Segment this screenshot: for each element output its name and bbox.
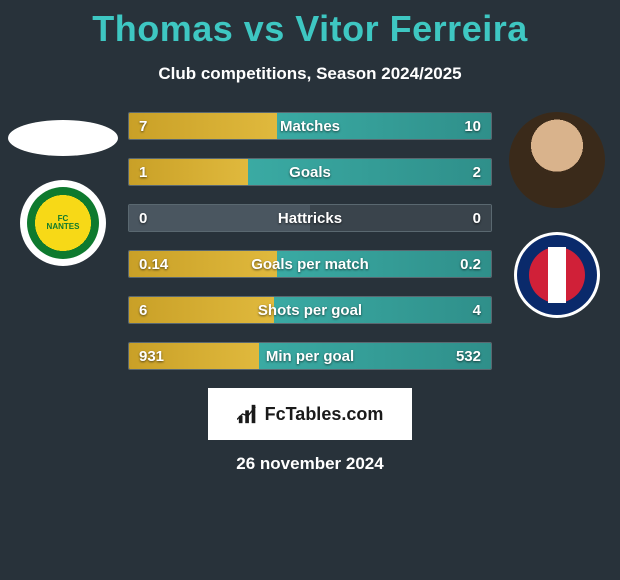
- stat-row: 931532Min per goal: [128, 342, 492, 370]
- stat-label: Min per goal: [129, 343, 491, 369]
- player-left-avatar: [8, 120, 118, 156]
- player-left-club-badge: FCNANTES: [20, 180, 106, 266]
- psg-badge-icon: [517, 235, 597, 315]
- stat-row: 710Matches: [128, 112, 492, 140]
- stat-label: Shots per goal: [129, 297, 491, 323]
- player-left-column: FCNANTES: [8, 112, 118, 266]
- page-title: Thomas vs Vitor Ferreira: [0, 0, 620, 50]
- stats-bars: 710Matches 12Goals 00Hattricks 0.140.2Goals…: [128, 112, 492, 370]
- comparison-content: FCNANTES 710Matches 12Goals 00Hattricks 0.1…: [0, 112, 620, 370]
- chart-icon: [237, 403, 259, 425]
- branding-box: FcTables.com: [208, 388, 412, 440]
- stat-label: Goals: [129, 159, 491, 185]
- stat-label: Hattricks: [129, 205, 491, 231]
- branding-label: FcTables.com: [265, 404, 384, 425]
- stat-row: 0.140.2Goals per match: [128, 250, 492, 278]
- nantes-badge-icon: FCNANTES: [27, 187, 99, 259]
- stat-label: Matches: [129, 113, 491, 139]
- player-right-club-badge: [514, 232, 600, 318]
- player-face-icon: [509, 112, 605, 208]
- date-label: 26 november 2024: [0, 454, 620, 474]
- player-right-column: [502, 112, 612, 318]
- stat-row: 12Goals: [128, 158, 492, 186]
- subtitle: Club competitions, Season 2024/2025: [0, 64, 620, 84]
- player-right-avatar: [509, 112, 605, 208]
- stat-label: Goals per match: [129, 251, 491, 277]
- stat-row: 64Shots per goal: [128, 296, 492, 324]
- stat-row: 00Hattricks: [128, 204, 492, 232]
